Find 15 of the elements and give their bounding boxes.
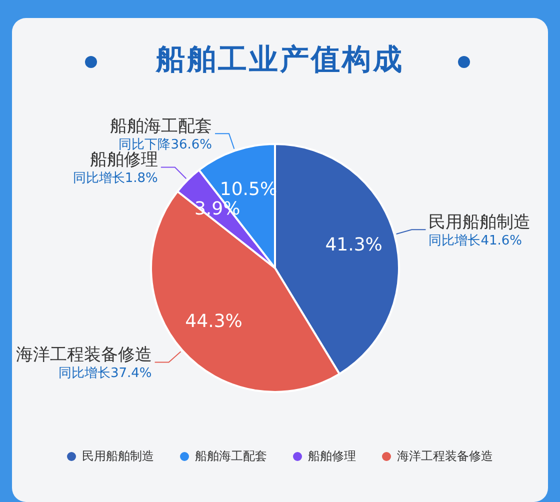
legend-label: 海洋工程装备修造 xyxy=(397,448,493,465)
slice-label: 船舶海工配套 xyxy=(110,116,212,137)
chart-title: 船舶工业产值构成 xyxy=(154,41,405,78)
slice-label: 船舶修理 xyxy=(90,150,158,170)
slice-label: 海洋工程装备修造 xyxy=(16,345,152,366)
text: 同比增长41.6% xyxy=(428,234,522,249)
legend-label: 民用船舶制造 xyxy=(82,448,154,465)
data-label: 41.3% xyxy=(325,234,382,256)
text: 同比增长37.4% xyxy=(58,366,152,382)
legend-label: 船舶修理 xyxy=(308,448,356,465)
legend-label: 船舶海工配套 xyxy=(195,448,267,465)
text: 同比增长1.8% xyxy=(72,171,158,186)
text: 同比下降36.6% xyxy=(118,138,212,153)
data-label: 44.3% xyxy=(185,310,242,332)
slice-label: 民用船舶制造 xyxy=(428,212,531,233)
